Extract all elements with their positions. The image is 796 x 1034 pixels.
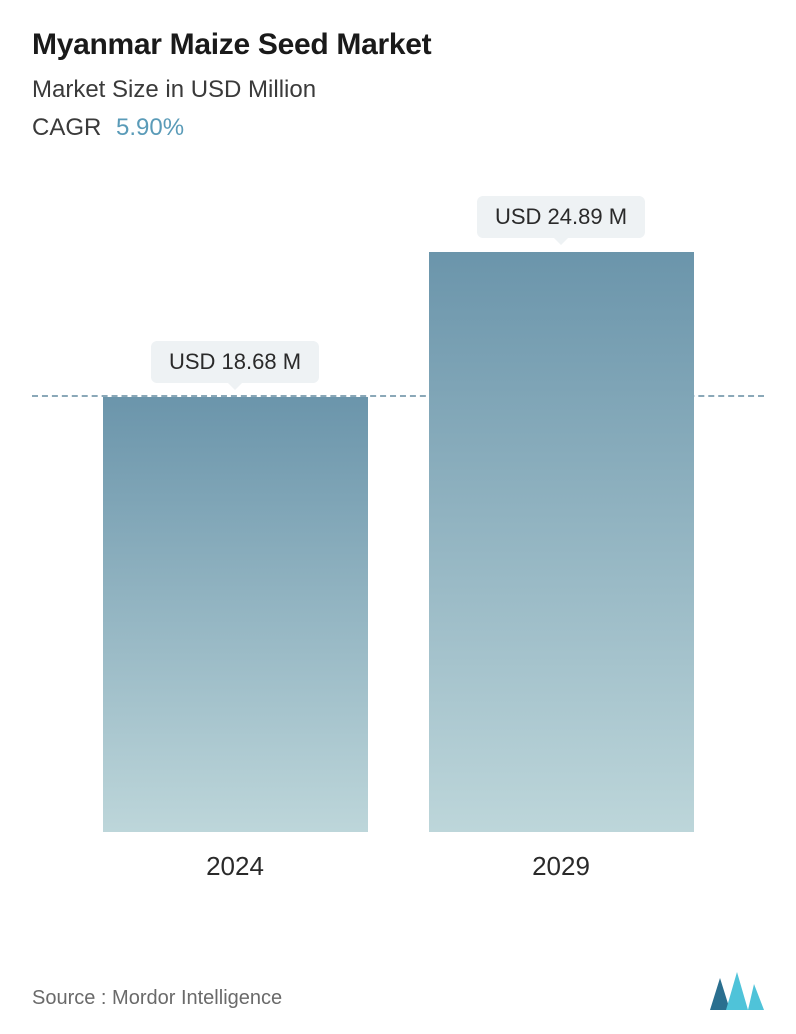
x-label-1: 2029 [429,851,694,882]
cagr-value: 5.90% [116,114,184,141]
x-label-0: 2024 [103,851,368,882]
chart-subtitle: Market Size in USD Million [32,76,764,104]
footer: Source : Mordor Intelligence [32,970,764,1010]
bar-group-0: USD 18.68 M [103,341,368,832]
chart-title: Myanmar Maize Seed Market [32,28,764,62]
bars-wrap: USD 18.68 M USD 24.89 M [32,182,764,832]
mordor-logo-icon [710,970,764,1010]
bar-1 [429,252,694,832]
bar-0 [103,397,368,832]
value-label-1: USD 24.89 M [477,196,645,238]
cagr-row: CAGR 5.90% [32,114,764,142]
value-label-0: USD 18.68 M [151,341,319,383]
chart-area: USD 18.68 M USD 24.89 M 2024 2029 [32,182,764,882]
cagr-label: CAGR [32,114,101,141]
bar-group-1: USD 24.89 M [429,196,694,832]
source-text: Source : Mordor Intelligence [32,987,282,1010]
chart-container: Myanmar Maize Seed Market Market Size in… [0,0,796,1034]
x-axis-labels: 2024 2029 [32,851,764,882]
